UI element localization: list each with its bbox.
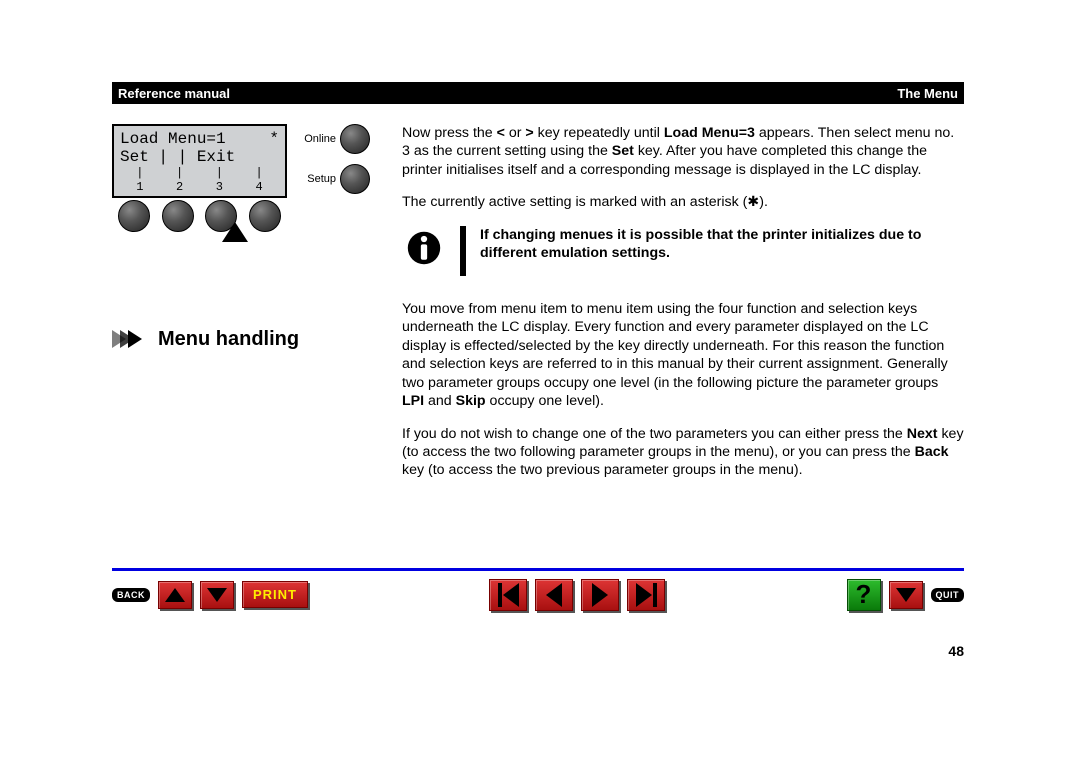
- nav-bar: BACK PRINT ? QUIT: [112, 579, 964, 611]
- panel-button-4: [249, 200, 281, 232]
- lcd-line1-left: Load Menu=1: [120, 130, 226, 148]
- panel-main: Load Menu=1 * Set | | Exit |||| 1 2 3 4: [112, 124, 287, 232]
- setup-button: [340, 164, 370, 194]
- lcd-num: 2: [176, 181, 183, 195]
- nav-center: [489, 579, 665, 611]
- panel-button-2: [162, 200, 194, 232]
- print-button[interactable]: PRINT: [242, 581, 308, 608]
- help-button[interactable]: ?: [847, 579, 881, 611]
- setup-label: Setup: [307, 173, 336, 185]
- nav-down-button[interactable]: [200, 581, 234, 609]
- back-pill: BACK: [112, 588, 150, 602]
- section-heading-row: Menu handling: [112, 328, 402, 351]
- lcd-num: 1: [136, 181, 143, 195]
- nav-first-button[interactable]: [489, 579, 527, 611]
- left-column: Load Menu=1 * Set | | Exit |||| 1 2 3 4: [112, 124, 402, 296]
- section-heading: Menu handling: [158, 328, 299, 351]
- header-left: Reference manual: [118, 86, 230, 101]
- header-right: The Menu: [897, 86, 958, 101]
- paragraph-2: The currently active setting is marked w…: [402, 193, 964, 211]
- info-callout: If changing menues it is possible that t…: [402, 226, 964, 276]
- page-number: 48: [948, 643, 964, 659]
- paragraph-4: If you do not wish to change one of the …: [402, 425, 964, 480]
- panel-side: Online Setup: [295, 124, 370, 204]
- left-column-2: Menu handling: [112, 300, 402, 494]
- quit-pill: QUIT: [931, 588, 965, 602]
- printer-panel-illustration: Load Menu=1 * Set | | Exit |||| 1 2 3 4: [112, 124, 402, 232]
- info-icon: [402, 226, 446, 270]
- arrow-bullet-icon: [112, 328, 150, 350]
- panel-button-1: [118, 200, 150, 232]
- separator-rule: [112, 568, 964, 571]
- nav-up-button[interactable]: [158, 581, 192, 609]
- nav-left: BACK PRINT: [112, 581, 308, 609]
- lcd-num: 3: [216, 181, 223, 195]
- online-button: [340, 124, 370, 154]
- content-row-2: Menu handling You move from menu item to…: [112, 300, 964, 494]
- nav-next-button[interactable]: [581, 579, 619, 611]
- online-label: Online: [304, 133, 336, 145]
- lcd-line2: Set | | Exit: [120, 148, 235, 166]
- lcd-line1-right: *: [269, 130, 279, 148]
- lcd-display: Load Menu=1 * Set | | Exit |||| 1 2 3 4: [112, 124, 287, 198]
- paragraph-1: Now press the < or > key repeatedly unti…: [402, 124, 964, 179]
- manual-page: Reference manual The Menu Load Menu=1 * …: [112, 82, 964, 611]
- content-row-1: Load Menu=1 * Set | | Exit |||| 1 2 3 4: [112, 124, 964, 296]
- info-text: If changing menues it is possible that t…: [480, 226, 964, 263]
- nav-prev-button[interactable]: [535, 579, 573, 611]
- up-arrow-icon: [222, 222, 248, 242]
- nav-right: ? QUIT: [847, 579, 965, 611]
- info-divider: [460, 226, 466, 276]
- paragraph-3: You move from menu item to menu item usi…: [402, 300, 964, 411]
- panel-buttons: [112, 200, 287, 232]
- header-bar: Reference manual The Menu: [112, 82, 964, 104]
- nav-quit-down-button[interactable]: [889, 581, 923, 609]
- nav-last-button[interactable]: [627, 579, 665, 611]
- right-column-2: You move from menu item to menu item usi…: [402, 300, 964, 494]
- right-column: Now press the < or > key repeatedly unti…: [402, 124, 964, 296]
- lcd-num: 4: [256, 181, 263, 195]
